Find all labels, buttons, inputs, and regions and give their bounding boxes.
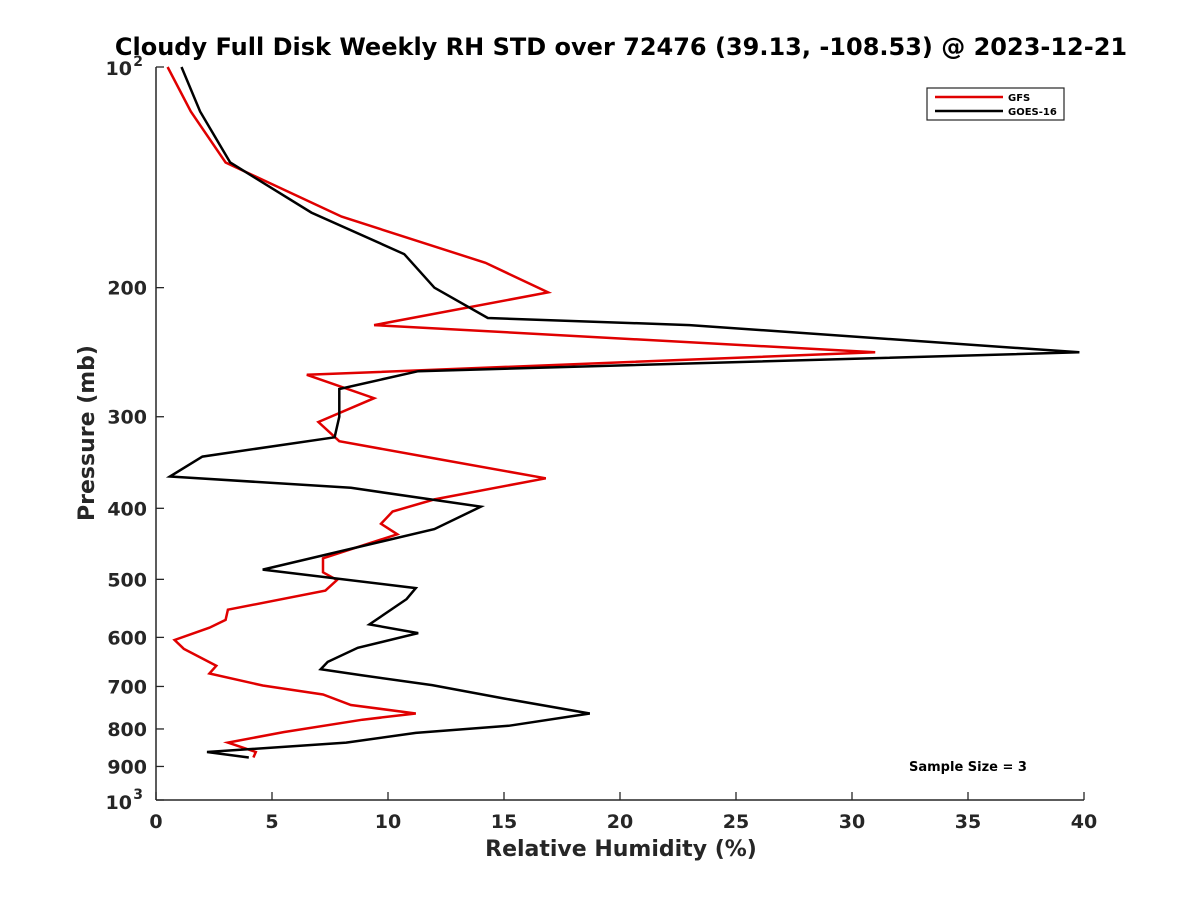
y-tick-label: 700 [107,676,147,698]
y-tick-exponent: 3 [133,787,143,803]
y-tick-label: 800 [107,719,147,741]
y-tick-exponent: 2 [133,54,143,70]
y-tick-label: 10 [106,792,132,814]
x-tick-label: 35 [955,811,981,833]
x-tick-label: 25 [723,811,749,833]
series-lines [165,66,1080,759]
y-tick-label: 400 [107,498,147,520]
y-axis-label: Pressure (mb) [75,345,100,521]
legend-box [926,87,1065,121]
x-axis-label: Relative Humidity (%) [485,837,757,862]
y-tick-label: 600 [107,627,147,649]
chart-title: Cloudy Full Disk Weekly RH STD over 7247… [115,33,1127,61]
x-tick-label: 20 [607,811,633,833]
x-tick-label: 30 [839,811,865,833]
y-tick-label: 500 [107,569,147,591]
y-tick-label: 200 [107,278,147,300]
legend: GFS GOES-16 [926,87,1065,121]
y-tick-label: 10 [106,58,132,80]
x-tick-label: 0 [149,811,162,833]
series-line-goes-16 [165,66,1080,759]
y-tick-label: 300 [107,407,147,429]
legend-label: GOES-16 [1008,107,1057,118]
x-axis: 0 5 10 15 20 25 30 35 40 [149,792,1097,833]
x-tick-label: 5 [265,811,278,833]
y-tick-label: 900 [107,756,147,778]
x-tick-label: 40 [1071,811,1097,833]
series-line-gfs [166,66,876,758]
sample-size-annotation: Sample Size = 3 [909,760,1027,775]
x-tick-label: 15 [491,811,517,833]
x-tick-label: 10 [375,811,401,833]
legend-label: GFS [1008,93,1030,104]
